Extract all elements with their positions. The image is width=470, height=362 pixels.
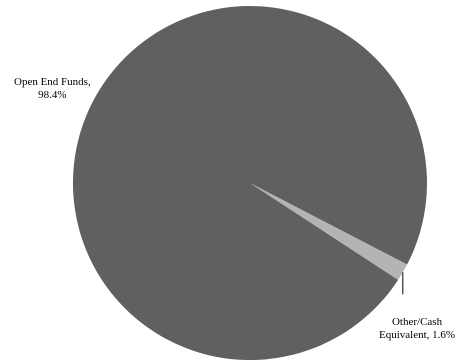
label-open-line1: Open End Funds, <box>14 76 91 88</box>
data-label-other-cash: Other/Cash Equivalent, 1.6% <box>379 316 455 342</box>
label-other-line2: Equivalent, 1.6% <box>379 329 456 341</box>
pie-slice-other-cash-equivalent <box>250 183 408 280</box>
pie-slice-open-end-funds <box>72 6 427 361</box>
label-other-line1: Other/Cash <box>391 316 443 328</box>
data-label-open-end-funds: Open End Funds, 98.4% <box>14 76 91 102</box>
label-open-line2: 98.4% <box>38 89 67 101</box>
